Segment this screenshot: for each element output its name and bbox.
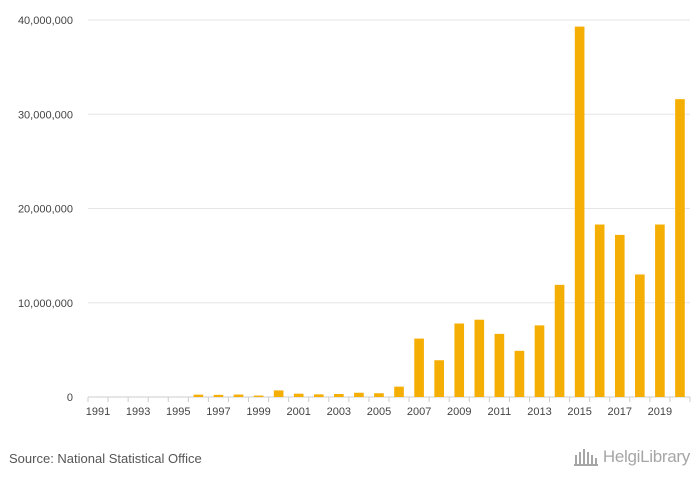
x-tick-label: 1991 <box>86 406 110 418</box>
x-tick-label: 1997 <box>206 406 230 418</box>
bar <box>635 274 645 397</box>
x-tick-label: 2013 <box>527 406 551 418</box>
bar <box>193 394 204 397</box>
y-tick-label: 20,000,000 <box>18 204 73 216</box>
y-tick-label: 30,000,000 <box>18 109 73 121</box>
y-tick-label: 0 <box>67 392 73 404</box>
bar <box>394 386 404 397</box>
bar <box>273 390 284 397</box>
logo-text: HelgiLibrary <box>602 447 690 466</box>
library-building-icon <box>573 449 598 466</box>
bar <box>554 284 565 397</box>
bar <box>594 224 605 397</box>
bar <box>313 394 324 397</box>
bar <box>675 99 685 398</box>
x-tick-label: 2017 <box>608 406 632 418</box>
bar <box>514 350 525 397</box>
y-tick-label: 10,000,000 <box>18 298 73 310</box>
x-tick-label: 1995 <box>166 406 190 418</box>
x-tick-label: 2015 <box>567 406 591 418</box>
source-note: Source: National Statistical Office <box>9 451 202 466</box>
bar <box>233 394 244 397</box>
bar <box>474 319 485 397</box>
bar <box>534 325 545 397</box>
x-tick-label: 2003 <box>327 406 351 418</box>
bar <box>354 392 364 397</box>
x-tick-label: 2005 <box>367 406 391 418</box>
bar <box>213 394 224 397</box>
bar <box>434 360 444 397</box>
bar <box>614 234 625 397</box>
bar <box>334 393 344 397</box>
x-tick-label: 2011 <box>488 406 512 418</box>
bar <box>293 393 304 397</box>
bar <box>655 224 665 397</box>
x-tick-label: 1993 <box>126 406 150 418</box>
y-tick-label: 40,000,000 <box>18 15 73 27</box>
bar <box>494 333 505 397</box>
x-tick-label: 2007 <box>407 406 431 418</box>
bar <box>374 393 384 397</box>
bar-chart: 0 10,000,000 20,000,000 30,000,000 40,000,00… <box>18 15 691 418</box>
x-tick-label: 2019 <box>648 406 672 418</box>
bar <box>454 323 465 397</box>
bar <box>253 395 264 397</box>
x-tick-label: 2001 <box>286 406 310 418</box>
x-tick-label: 2009 <box>447 406 471 418</box>
bar <box>414 338 424 397</box>
helgi-library-logo: HelgiLibrary <box>573 447 690 467</box>
bar <box>574 26 585 397</box>
x-tick-label: 1999 <box>246 406 270 418</box>
